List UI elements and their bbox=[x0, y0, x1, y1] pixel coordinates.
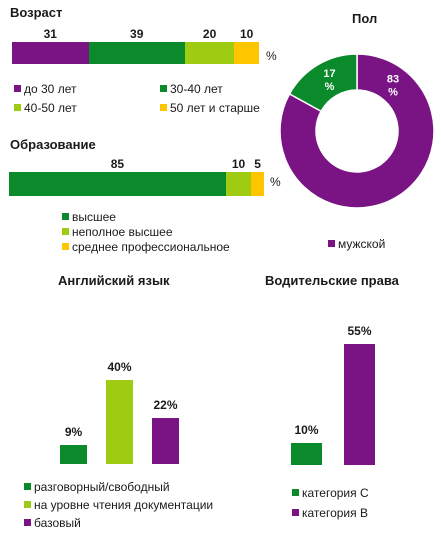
legend-label: высшее bbox=[72, 210, 116, 224]
bar-segment bbox=[88, 42, 185, 64]
legend-label: среднее профессиональное bbox=[72, 240, 230, 254]
legend-swatch bbox=[160, 85, 167, 93]
legend-item: 40-50 лет bbox=[14, 101, 77, 115]
bar-segment bbox=[12, 42, 89, 64]
legend-swatch bbox=[24, 501, 31, 509]
legend-label: до 30 лет bbox=[24, 82, 77, 96]
legend-swatch bbox=[292, 509, 299, 517]
education-chart-title: Образование bbox=[10, 137, 96, 152]
bar bbox=[344, 344, 375, 465]
donut-slice bbox=[280, 53, 435, 209]
bar-value-label: 10 bbox=[231, 157, 246, 171]
bar-value-label: 85 bbox=[110, 157, 125, 171]
bar-segment bbox=[184, 42, 235, 64]
donut-slice-label: 17% bbox=[323, 68, 335, 93]
bar bbox=[60, 445, 87, 464]
license-chart-title: Водительские права bbox=[265, 273, 399, 288]
bar-value-label: 10% bbox=[294, 423, 319, 437]
legend-item: категория B bbox=[292, 506, 368, 520]
bar bbox=[106, 380, 133, 464]
legend-swatch bbox=[328, 240, 335, 248]
gender-legend-item: мужской bbox=[328, 237, 385, 251]
legend-item: до 30 лет bbox=[14, 82, 76, 96]
donut-slice-label: 83% bbox=[387, 73, 399, 98]
bar bbox=[291, 443, 322, 465]
legend-item: разговорный/свободный bbox=[24, 480, 170, 494]
bar-value-label: 40% bbox=[107, 360, 132, 374]
bar-value-label: 31 bbox=[43, 27, 57, 41]
legend-item: 30-40 лет bbox=[160, 82, 223, 96]
legend-label: категория C bbox=[302, 486, 369, 500]
bar-value-label: 55% bbox=[347, 324, 372, 338]
gender-chart-title: Пол bbox=[352, 11, 378, 26]
gender-donut-chart: 83 % 17% bbox=[280, 53, 435, 209]
legend-label: 50 лет и старше bbox=[170, 101, 260, 115]
bar-value-label: 5 bbox=[254, 157, 261, 171]
bar-value-label: 9% bbox=[64, 425, 83, 440]
legend-label: 30-40 лет bbox=[170, 82, 223, 96]
age-chart-title: Возраст bbox=[10, 5, 63, 20]
legend-swatch bbox=[24, 483, 31, 491]
age-stacked-bar bbox=[12, 42, 259, 64]
legend-item: неполное высшее bbox=[62, 225, 173, 239]
education-stacked-bar bbox=[9, 172, 264, 196]
legend-item: на уровне чтения документации bbox=[24, 498, 213, 512]
legend-item: категория C bbox=[292, 486, 369, 500]
donut-slice bbox=[288, 53, 358, 113]
legend-label: разговорный/свободный bbox=[34, 480, 170, 494]
legend-swatch bbox=[62, 243, 69, 251]
bar-value-label: 22% bbox=[153, 397, 178, 412]
legend-label: 40-50 лет bbox=[24, 101, 77, 115]
legend-item: 50 лет и старше bbox=[160, 101, 260, 115]
legend-label: неполное высшее bbox=[72, 225, 173, 239]
legend-label: базовый bbox=[34, 516, 81, 530]
legend-swatch bbox=[24, 519, 31, 527]
legend-swatch bbox=[62, 228, 69, 236]
education-percent-sign: % bbox=[270, 175, 281, 189]
bar-segment bbox=[234, 42, 259, 64]
bar-value-label: 39 bbox=[130, 27, 144, 41]
legend-swatch bbox=[292, 489, 299, 497]
bar-value-label: 20 bbox=[202, 27, 217, 41]
legend-swatch bbox=[14, 104, 21, 112]
bar bbox=[152, 417, 179, 464]
legend-swatch bbox=[160, 104, 167, 112]
legend-swatch bbox=[14, 85, 21, 93]
legend-item: среднее профессиональное bbox=[62, 240, 230, 254]
bar-segment bbox=[225, 172, 252, 196]
age-percent-sign: % bbox=[266, 49, 277, 63]
legend-label: мужской bbox=[338, 237, 386, 251]
legend-label: на уровне чтения документации bbox=[34, 498, 214, 512]
bar-segment bbox=[9, 172, 226, 196]
legend-swatch bbox=[62, 213, 69, 221]
bar-value-label: 10 bbox=[239, 27, 254, 41]
legend-item: высшее bbox=[62, 210, 116, 224]
legend-item: базовый bbox=[24, 516, 81, 530]
legend-label: категория B bbox=[302, 506, 368, 520]
english-chart-title: Английский язык bbox=[58, 273, 170, 288]
bar-segment bbox=[251, 172, 264, 196]
